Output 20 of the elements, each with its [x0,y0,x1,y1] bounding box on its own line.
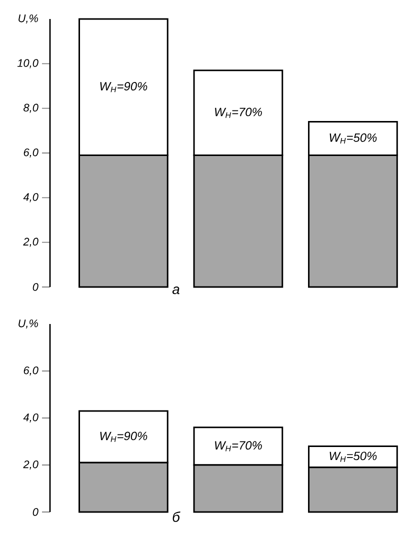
annotation: W$_{Н}$=50% [330,452,377,462]
y-tick-label: 2,0 [23,460,38,470]
y-tick-label: 0 [32,283,38,291]
annotation: W$_{Н}$=70% [215,108,262,118]
text: а [172,286,180,294]
y-tick-label: 6,0 [24,148,38,158]
y-tick-label: 10,0 [17,59,38,68]
annotation: W$_{Н}$=90% [100,82,148,92]
y-axis-title: U,% [18,320,38,329]
annotation: W$_{Н}$=70% [215,441,262,452]
y-tick-label: 4,0 [23,413,38,423]
text: б [172,512,180,522]
y-tick-label: 4,0 [23,193,38,202]
y-axis-title: U,% [18,14,38,24]
annotation: W$_{Н}$=90% [100,432,148,442]
y-tick-label: 6,0 [24,366,38,376]
y-tick-label: 8,0 [24,104,38,113]
annotation: W$_{Н}$=50% [330,133,377,144]
y-tick-label: 0 [32,508,38,516]
y-tick-label: 2,0 [23,238,38,247]
